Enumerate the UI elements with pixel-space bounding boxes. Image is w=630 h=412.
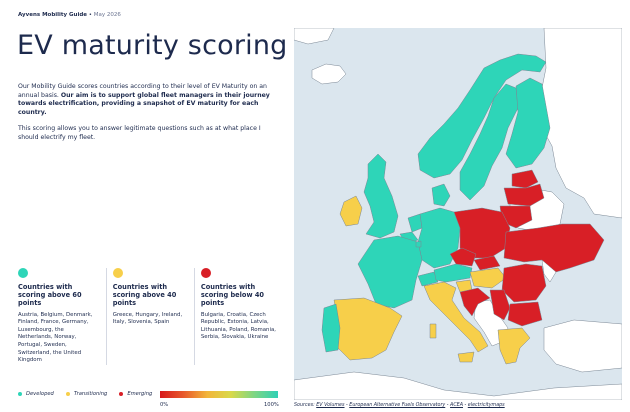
country-bulgaria: [507, 301, 543, 327]
country-germany: [417, 207, 461, 269]
page-title: EV maturity scoring: [17, 30, 288, 61]
country-iceland: [311, 63, 347, 85]
intro-paragraph: Our Mobility Guide scores countries acco…: [18, 83, 278, 117]
category-columns: Countries with scoring above 60 points A…: [18, 268, 282, 365]
category-country-list: Bulgaria, Croatia, Czech Republic, Eston…: [200, 311, 276, 341]
category-heading: Countries with scoring above 60 points: [18, 283, 82, 308]
scale-min-label: 0%: [160, 402, 169, 408]
developed-dot-icon: [18, 268, 28, 278]
intro-bold-text: Our aim is to support global fleet manag…: [18, 91, 270, 116]
sources-separator: -: [445, 403, 451, 408]
country-switzerland: [417, 271, 439, 287]
country-france: [357, 235, 423, 309]
country-luxembourg: [415, 240, 422, 248]
country-romania: [501, 263, 547, 303]
emerging-dot-icon: [200, 268, 211, 278]
country-poland: [453, 207, 511, 259]
transitioning-swatch-icon: [65, 392, 70, 396]
transitioning-dot-icon: [112, 268, 123, 278]
sources-separator: -: [463, 403, 468, 408]
country-estonia: [511, 169, 539, 189]
legend-label: Emerging: [127, 391, 153, 397]
category-emerging: Countries with scoring below 40 points B…: [193, 268, 282, 365]
legend-label: Developed: [26, 391, 54, 397]
country-turkey: [543, 319, 622, 373]
country-finland: [505, 77, 551, 169]
country-norway: [417, 53, 547, 179]
source-link-ev-volumes[interactable]: EV Volumes: [316, 403, 345, 408]
sources-separator: -: [344, 403, 350, 408]
category-heading: Countries with scoring below 40 points: [200, 283, 265, 308]
country-greenland: [294, 28, 335, 45]
category-heading: Countries with scoring above 40 points: [112, 283, 177, 308]
country-hungary: [469, 267, 507, 289]
legend-item-transitioning: Transitioning: [65, 391, 108, 397]
header-separator: •: [87, 12, 94, 18]
legend-item-emerging: Emerging: [119, 391, 152, 397]
country-serbia: [489, 289, 511, 321]
country-slovakia: [473, 255, 501, 271]
report-date: May 2026: [93, 12, 121, 18]
country-italy: [423, 281, 489, 353]
country-croatia: [459, 287, 491, 317]
intro-paragraph-2: This scoring allows you to answer legiti…: [18, 125, 261, 141]
country-portugal: [321, 303, 341, 353]
source-link-electricitymaps[interactable]: electricitymaps: [467, 403, 505, 408]
island-sicily: [457, 351, 475, 363]
source-link-eafo[interactable]: European Alternative Fuels Observatory: [349, 403, 446, 408]
map-legend: Developed Transitioning Emerging: [18, 391, 164, 397]
category-country-list: Greece, Hungary, Ireland, Italy, Sloveni…: [112, 311, 183, 326]
sources-line: Sources: EV Volumes - European Alternati…: [294, 403, 505, 408]
developed-swatch-icon: [18, 392, 22, 396]
country-latvia: [503, 183, 545, 207]
emerging-swatch-icon: [119, 392, 124, 396]
brand-name: Ayvens Mobility Guide: [18, 12, 88, 18]
score-gradient-bar: [160, 391, 278, 398]
north-africa: [294, 371, 622, 400]
source-link-acea[interactable]: ACEA: [450, 403, 463, 408]
intro-text: Our Mobility Guide scores countries acco…: [18, 83, 267, 99]
category-transitioning: Countries with scoring above 40 points G…: [105, 268, 194, 365]
scale-max-label: 100%: [264, 402, 279, 408]
country-greece: [497, 327, 531, 365]
country-denmark: [431, 183, 451, 207]
sources-prefix: Sources:: [294, 403, 317, 408]
category-developed: Countries with scoring above 60 points A…: [18, 268, 106, 365]
country-united-kingdom: [363, 153, 399, 239]
country-russia: [539, 28, 622, 219]
legend-label: Transitioning: [73, 391, 108, 397]
europe-map-svg: [294, 28, 622, 400]
island-sardinia: [429, 323, 437, 339]
country-netherlands: [407, 213, 423, 233]
country-ireland: [339, 195, 363, 227]
legend-item-developed: Developed: [18, 391, 54, 397]
report-header: Ayvens Mobility Guide • May 2026: [18, 12, 121, 18]
europe-map: [294, 28, 622, 400]
country-ukraine: [503, 223, 605, 273]
category-country-list: Austria, Belgium, Denmark, Finland, Fran…: [18, 311, 93, 364]
